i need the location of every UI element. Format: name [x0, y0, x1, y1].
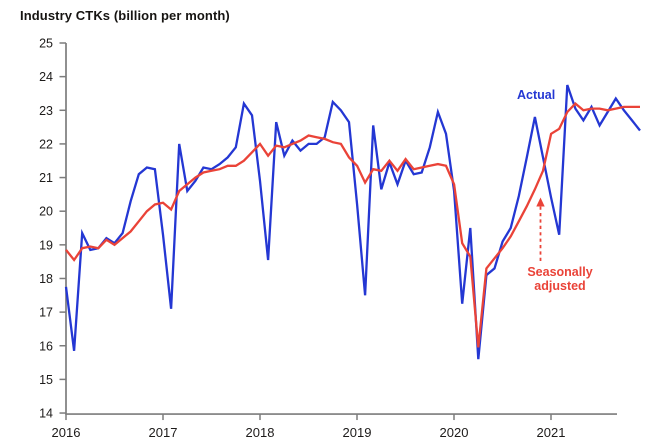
y-tick-label: 25 [39, 37, 53, 51]
x-tick-label: 2018 [246, 425, 275, 440]
y-tick-label: 23 [39, 104, 53, 118]
series-label-actual: Actual [517, 88, 556, 102]
x-tick-label: 2021 [537, 425, 566, 440]
y-tick-label: 22 [39, 137, 53, 151]
y-tick-label: 16 [39, 339, 53, 353]
x-tick-label: 2017 [149, 425, 178, 440]
y-tick-label: 19 [39, 238, 53, 252]
x-tick-label: 2020 [440, 425, 469, 440]
y-tick-label: 14 [39, 407, 53, 421]
sa-annotation-arrow-head [536, 197, 545, 207]
x-tick-label: 2016 [52, 425, 81, 440]
y-tick-label: 24 [39, 70, 53, 84]
series-label-seasonally-adjusted: Seasonally adjusted [498, 265, 622, 293]
y-tick-label: 15 [39, 373, 53, 387]
seasonally-adjusted-line [65, 102, 640, 348]
y-tick-label: 20 [39, 205, 53, 219]
chart-title: Industry CTKs (billion per month) [20, 8, 230, 23]
sa-label-line2: adjusted [534, 279, 586, 293]
x-tick-label: 2019 [343, 425, 372, 440]
actual-line [64, 84, 641, 360]
sa-label-line1: Seasonally [527, 265, 593, 279]
y-tick-label: 21 [39, 171, 53, 185]
y-tick-label: 17 [39, 306, 53, 320]
y-tick-label: 18 [39, 272, 53, 286]
